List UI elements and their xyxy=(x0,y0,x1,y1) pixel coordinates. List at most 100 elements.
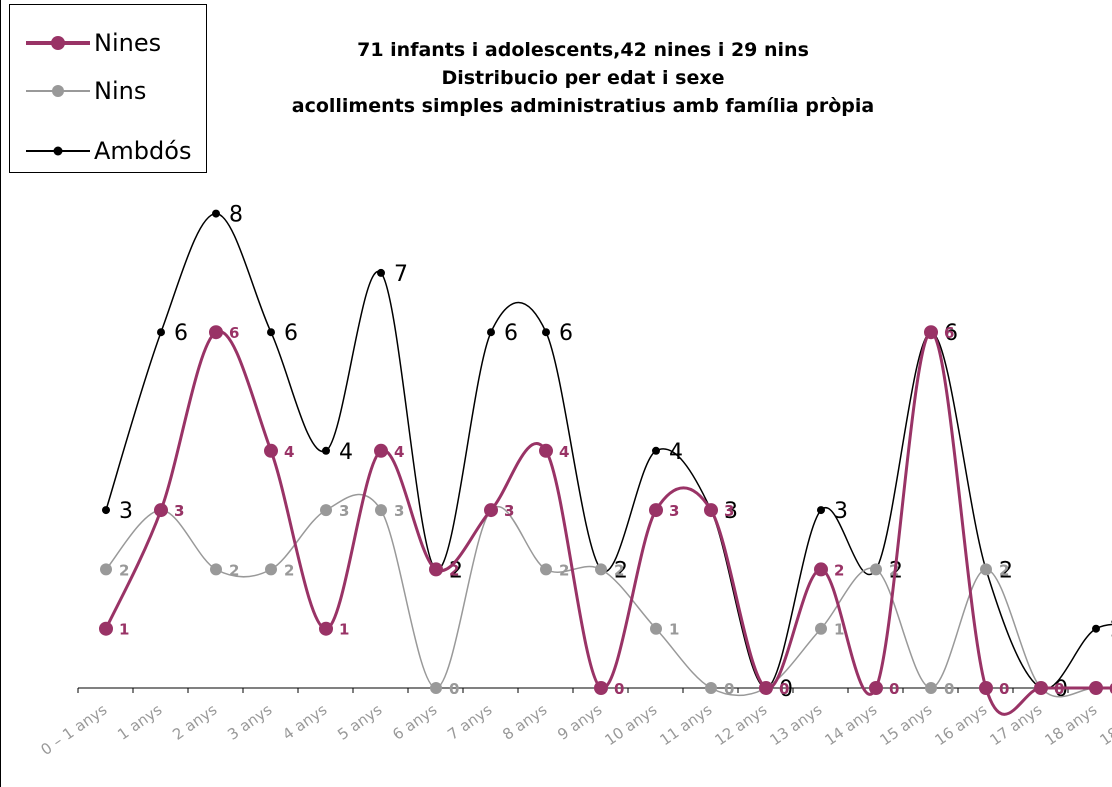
x-tick-label: 18 anys xyxy=(1041,700,1100,749)
data-label-ambdos: 3 xyxy=(834,499,848,524)
data-label-nines: 2 xyxy=(834,561,844,579)
chart-legend: Nines Nins Ambdós xyxy=(9,4,207,173)
x-tick-label: 15 anys xyxy=(876,700,935,749)
data-label-ambdos: 7 xyxy=(394,262,408,287)
data-label-ambdos: 6 xyxy=(944,321,958,346)
series-line-nins xyxy=(105,493,1112,698)
data-point-nins xyxy=(430,682,442,694)
data-label-nins: 2 xyxy=(559,561,569,579)
series-line-ambdos xyxy=(105,212,1112,690)
x-tick-label: 4 anys xyxy=(279,700,330,743)
x-tick-label: 0 – 1 anys xyxy=(37,700,110,759)
data-point-nines xyxy=(99,621,113,636)
chart-title-line-1: 71 infants i adolescents,42 nines i 29 n… xyxy=(357,39,809,61)
data-label-ambdos: 0 xyxy=(779,677,793,702)
data-label-nins: 3 xyxy=(504,502,514,520)
data-point-nins xyxy=(980,563,992,576)
data-point-ambdos xyxy=(157,328,165,337)
data-point-ambdos xyxy=(1092,624,1100,633)
data-label-nines: 3 xyxy=(174,502,184,520)
data-point-nines xyxy=(759,681,773,695)
data-point-nins xyxy=(705,682,717,694)
data-label-nins: 0 xyxy=(944,680,954,698)
data-point-nines xyxy=(429,562,443,577)
series-ambdos: 3 6 8 6 4 7 2 6 6 2 4 3 0 3 2 6 2 0 1 1 xyxy=(102,203,1112,702)
data-label-ambdos: 6 xyxy=(174,321,188,346)
series-line-nines xyxy=(104,329,1112,716)
data-point-nins xyxy=(925,682,937,694)
x-tick-label: 7 anys xyxy=(444,700,495,743)
data-label-nines: 0 xyxy=(779,680,789,698)
data-point-nines xyxy=(979,681,993,695)
data-label-nines: 3 xyxy=(669,502,679,520)
data-point-nines xyxy=(209,325,223,340)
legend-item-ambdos: Ambdós xyxy=(26,131,191,171)
data-label-nines: 1 xyxy=(339,621,349,639)
data-label-nins: 0 xyxy=(449,680,459,698)
data-label-nins: 2 xyxy=(119,561,129,579)
data-point-nines xyxy=(484,503,498,518)
data-label-nines: 6 xyxy=(229,324,239,342)
data-label-ambdos: 6 xyxy=(284,321,298,346)
data-label-nins: 3 xyxy=(339,502,349,520)
data-point-ambdos xyxy=(267,328,275,337)
data-point-nins xyxy=(650,622,662,635)
x-tick-label: 14 anys xyxy=(821,700,880,749)
data-label-ambdos: 6 xyxy=(559,321,573,346)
x-tick-label: 10 anys xyxy=(601,700,660,749)
data-label-ambdos: 6 xyxy=(504,321,518,346)
data-point-nins xyxy=(815,622,827,635)
data-label-nines: 0 xyxy=(999,680,1009,698)
series-nines: 1 3 6 4 1 4 2 3 4 0 3 3 0 2 0 6 0 0 0 0 xyxy=(99,324,1112,716)
data-point-nines xyxy=(594,681,608,695)
data-point-nines xyxy=(264,443,278,458)
data-label-ambdos: 4 xyxy=(669,440,683,465)
data-point-ambdos xyxy=(102,506,110,515)
data-label-nins: 3 xyxy=(394,502,404,520)
data-point-nins xyxy=(595,563,607,576)
data-point-ambdos xyxy=(487,328,495,337)
data-point-nins xyxy=(540,563,552,576)
data-point-nins xyxy=(210,563,222,576)
x-tick-label: 3 anys xyxy=(224,700,275,743)
data-point-nins xyxy=(870,563,882,576)
legend-swatch-nines xyxy=(26,33,90,53)
legend-item-nins: Nins xyxy=(26,71,146,111)
data-label-nines: 4 xyxy=(284,443,294,461)
data-label-nines: 0 xyxy=(1109,680,1112,698)
data-label-nines: 3 xyxy=(504,502,514,520)
data-label-ambdos: 2 xyxy=(614,558,628,583)
data-point-ambdos xyxy=(652,446,660,455)
data-label-nines: 4 xyxy=(394,443,404,461)
data-label-ambdos: 4 xyxy=(339,440,353,465)
data-point-nins xyxy=(375,504,387,517)
x-tick-label: 5 anys xyxy=(334,700,385,743)
data-label-ambdos: 8 xyxy=(229,203,243,228)
data-label-nines: 6 xyxy=(944,324,954,342)
data-point-nines xyxy=(704,503,718,518)
x-tick-label: 1 anys xyxy=(114,700,165,743)
chart-title: 71 infants i adolescents,42 nines i 29 n… xyxy=(213,36,953,120)
data-label-nins: 2 xyxy=(229,561,239,579)
data-point-nines xyxy=(924,325,938,340)
data-label-nines: 1 xyxy=(119,621,129,639)
data-point-nines xyxy=(539,443,553,458)
data-label-nines: 3 xyxy=(724,502,734,520)
data-label-nins: 3 xyxy=(174,502,184,520)
data-point-nins xyxy=(320,504,332,517)
legend-label-nins: Nins xyxy=(94,77,147,105)
data-point-ambdos xyxy=(817,506,825,515)
x-tick-label: 6 anys xyxy=(389,700,440,743)
legend-label-ambdos: Ambdós xyxy=(94,137,192,165)
data-label-nins: 1 xyxy=(834,621,844,639)
data-label-nins: 2 xyxy=(999,561,1009,579)
x-tick-label: 9 anys xyxy=(554,700,605,743)
legend-item-nines: Nines xyxy=(26,23,161,63)
data-point-nines xyxy=(154,503,168,518)
chart-title-line-3: acolliments simples administratius amb f… xyxy=(291,95,875,117)
data-label-nins: 2 xyxy=(614,561,624,579)
data-label-nines: 0 xyxy=(889,680,899,698)
data-label-nines: 0 xyxy=(1054,680,1064,698)
data-point-nines xyxy=(814,562,828,577)
